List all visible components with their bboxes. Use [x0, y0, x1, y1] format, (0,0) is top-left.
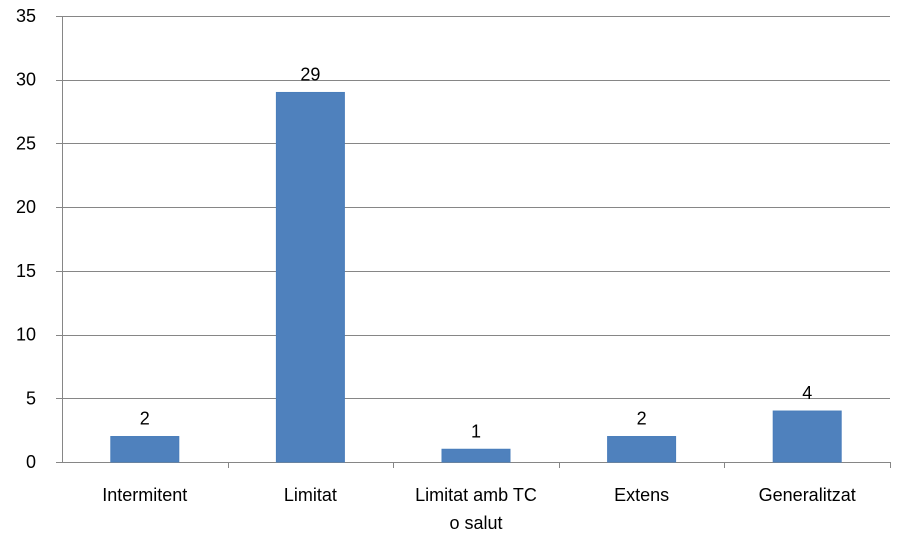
category-label-1: Limitat	[284, 485, 337, 505]
category-label-2-line-1: o salut	[449, 513, 502, 533]
axes	[56, 16, 891, 468]
bar-2	[441, 448, 511, 463]
data-label-2: 1	[471, 421, 481, 441]
y-tick-label: 0	[26, 452, 36, 472]
y-tick-label: 35	[16, 6, 36, 26]
y-tick-label: 15	[16, 261, 36, 281]
data-label-0: 2	[140, 409, 150, 429]
y-axis-tick-labels: 0 5 10 15 20 25 30 35	[16, 6, 36, 472]
data-label-1: 29	[300, 64, 320, 84]
y-tick-label: 10	[16, 325, 36, 345]
gridlines	[62, 16, 890, 399]
category-label-2-line-0: Limitat amb TC	[415, 485, 537, 505]
y-tick-label: 5	[26, 388, 36, 408]
y-tick-label: 30	[16, 70, 36, 90]
bar-4	[772, 410, 842, 463]
data-labels: 2 29 1 2 4	[140, 64, 812, 441]
bar-3	[607, 436, 677, 463]
bar-1	[275, 91, 345, 463]
y-tick-label: 20	[16, 197, 36, 217]
category-label-4: Generalitzat	[759, 485, 856, 505]
x-axis-category-labels: Intermitent Limitat Limitat amb TC o salut E…	[102, 485, 855, 533]
category-label-3: Extens	[614, 485, 669, 505]
y-tick-label: 25	[16, 133, 36, 153]
bar-0	[110, 436, 180, 463]
category-label-0: Intermitent	[102, 485, 187, 505]
data-label-3: 2	[637, 409, 647, 429]
data-label-4: 4	[802, 383, 812, 403]
bars	[110, 91, 842, 463]
